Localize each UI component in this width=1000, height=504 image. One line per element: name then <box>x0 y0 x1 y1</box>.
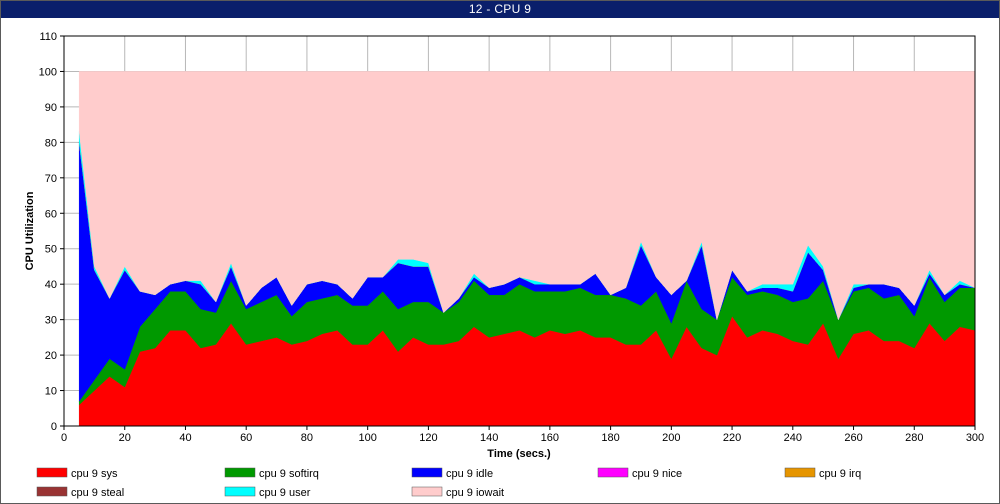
legend-label: cpu 9 sys <box>71 468 118 480</box>
legend-item: cpu 9 irq <box>784 467 861 480</box>
x-tick-label: 0 <box>61 432 67 444</box>
legend-item: cpu 9 nice <box>597 467 682 480</box>
y-tick-label: 0 <box>51 421 57 433</box>
legend: cpu 9 sys cpu 9 softirq cpu 9 idle cpu 9 ni… <box>36 467 861 499</box>
legend-item: cpu 9 iowait <box>411 486 504 499</box>
y-tick-label: 90 <box>45 102 57 114</box>
y-tick-label: 40 <box>45 279 57 291</box>
axes <box>60 35 976 430</box>
x-tick-label: 100 <box>358 432 376 444</box>
y-tick-label: 20 <box>45 350 57 362</box>
legend-label: cpu 9 steal <box>71 487 124 499</box>
legend-label: cpu 9 softirq <box>259 468 319 480</box>
x-axis-title: Time (secs.) <box>487 448 551 460</box>
x-tick-label: 300 <box>966 432 984 444</box>
y-tick-label: 110 <box>39 31 57 43</box>
x-tick-label: 200 <box>662 432 680 444</box>
y-axis-title: CPU Utilization <box>24 191 36 270</box>
x-tick-label: 20 <box>119 432 131 444</box>
window-title: 12 - CPU 9 <box>1 1 999 18</box>
legend-swatch <box>784 467 816 478</box>
legend-label: cpu 9 irq <box>819 468 861 480</box>
x-tick-label: 180 <box>601 432 619 444</box>
legend-item: cpu 9 user <box>224 486 311 499</box>
x-tick-label: 120 <box>419 432 437 444</box>
stacked-areas <box>78 71 976 427</box>
x-tick-label: 160 <box>541 432 559 444</box>
legend-item: cpu 9 idle <box>411 467 493 480</box>
x-tick-label: 60 <box>240 432 252 444</box>
legend-swatch <box>411 486 443 497</box>
x-tick-label: 280 <box>905 432 923 444</box>
legend-item: cpu 9 steal <box>36 486 124 499</box>
y-tick-label: 70 <box>45 173 57 185</box>
legend-swatch <box>36 467 68 478</box>
y-tick-label: 60 <box>45 208 57 220</box>
legend-swatch <box>224 467 256 478</box>
y-tick-labels: 0 10 20 30 40 50 60 70 80 90 100 110 <box>39 31 57 433</box>
legend-swatch <box>36 486 68 497</box>
x-tick-label: 240 <box>784 432 802 444</box>
x-tick-label: 260 <box>844 432 862 444</box>
y-tick-label: 10 <box>45 386 57 398</box>
legend-label: cpu 9 iowait <box>446 487 504 499</box>
x-tick-label: 220 <box>723 432 741 444</box>
legend-label: cpu 9 nice <box>632 468 682 480</box>
y-tick-label: 30 <box>45 315 57 327</box>
y-tick-label: 80 <box>45 137 57 149</box>
legend-swatch <box>411 467 443 478</box>
x-tick-label: 40 <box>179 432 191 444</box>
x-tick-label: 140 <box>480 432 498 444</box>
plot-border <box>63 35 976 427</box>
y-tick-label: 50 <box>45 244 57 256</box>
legend-swatch <box>224 486 256 497</box>
legend-label: cpu 9 user <box>259 487 311 499</box>
legend-label: cpu 9 idle <box>446 468 493 480</box>
x-tick-label: 80 <box>301 432 313 444</box>
legend-item: cpu 9 sys <box>36 467 118 480</box>
x-tick-labels: 0 20 40 60 80 100 120 140 160 180 200 220 240 260 280 3… <box>61 432 984 444</box>
legend-swatch <box>597 467 629 478</box>
y-tick-label: 100 <box>39 66 57 78</box>
legend-item: cpu 9 softirq <box>224 467 319 480</box>
